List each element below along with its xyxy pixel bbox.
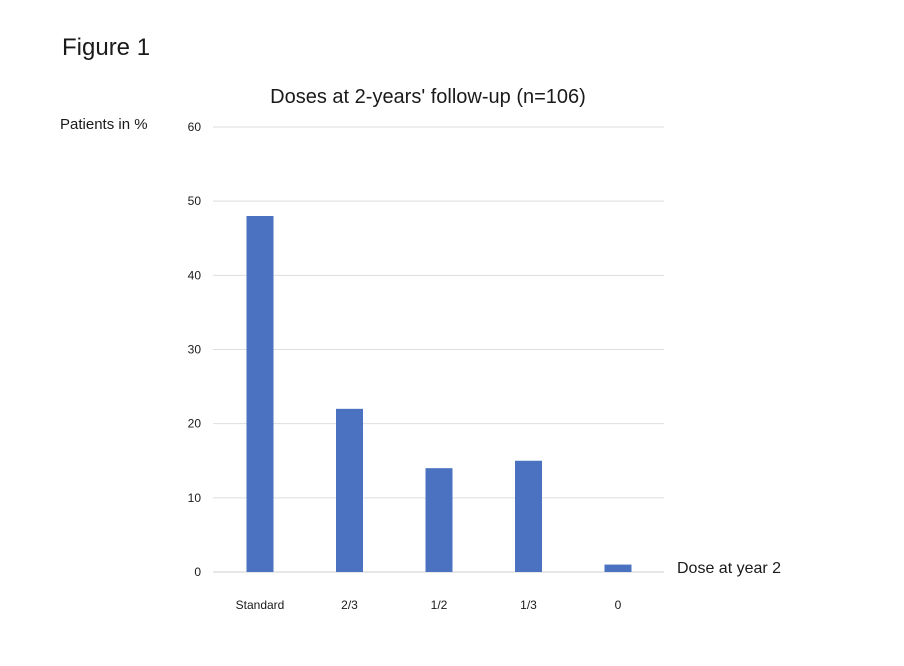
bar	[515, 460, 542, 572]
y-tick-labels: 0 10 20 30 40 50 60	[188, 120, 202, 579]
y-tick-label: 0	[194, 565, 201, 579]
x-tick-label: Standard	[236, 598, 285, 612]
y-axis-label: Patients in %	[60, 116, 148, 133]
figure-label: Figure 1	[62, 34, 151, 61]
y-tick-label: 20	[188, 417, 202, 431]
x-tick-label: 0	[615, 598, 622, 612]
y-tick-label: 50	[188, 194, 202, 208]
x-tick-label: 2/3	[341, 598, 358, 612]
bar	[246, 216, 274, 572]
x-axis-label: Dose at year 2	[677, 560, 782, 577]
y-tick-label: 10	[188, 491, 202, 505]
x-tick-labels: Standard 2/3 1/2 1/3 0	[236, 598, 622, 612]
y-tick-label: 40	[188, 268, 202, 282]
bars	[246, 216, 632, 572]
y-tick-label: 30	[188, 343, 202, 357]
x-tick-label: 1/2	[431, 598, 448, 612]
y-tick-label: 60	[188, 120, 202, 134]
x-tick-label: 1/3	[520, 598, 537, 612]
bar	[604, 564, 632, 572]
bar	[425, 468, 453, 572]
bar	[336, 408, 363, 572]
chart-title: Doses at 2-years' follow-up (n=106)	[270, 86, 586, 108]
